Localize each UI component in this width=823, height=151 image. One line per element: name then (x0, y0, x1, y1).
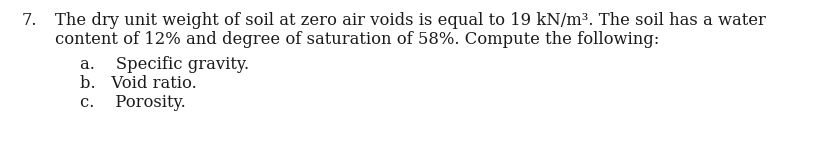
Text: a.    Specific gravity.: a. Specific gravity. (80, 56, 249, 73)
Text: The dry unit weight of soil at zero air voids is equal to 19 kN/m³. The soil has: The dry unit weight of soil at zero air … (55, 12, 766, 29)
Text: c.    Porosity.: c. Porosity. (80, 94, 186, 111)
Text: b.   Void ratio.: b. Void ratio. (80, 75, 197, 92)
Text: 7.: 7. (22, 12, 38, 29)
Text: content of 12% and degree of saturation of 58%. Compute the following:: content of 12% and degree of saturation … (55, 31, 659, 48)
